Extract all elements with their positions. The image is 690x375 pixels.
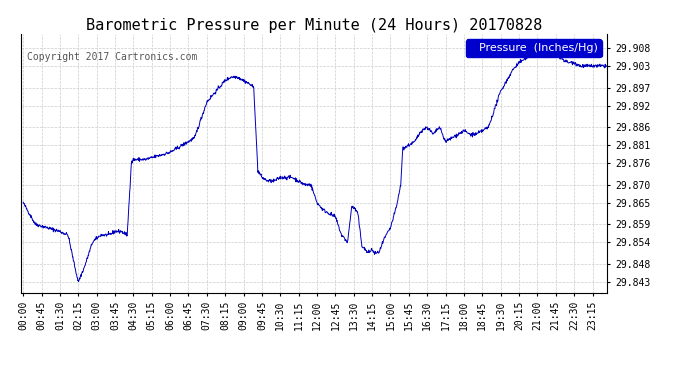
Title: Barometric Pressure per Minute (24 Hours) 20170828: Barometric Pressure per Minute (24 Hours…	[86, 18, 542, 33]
Text: Copyright 2017 Cartronics.com: Copyright 2017 Cartronics.com	[26, 52, 197, 62]
Legend: Pressure  (Inches/Hg): Pressure (Inches/Hg)	[466, 39, 602, 57]
